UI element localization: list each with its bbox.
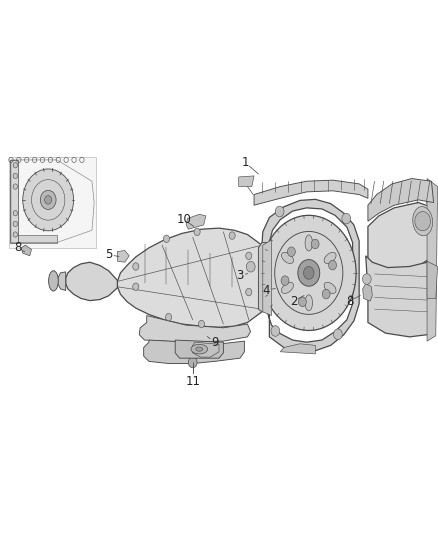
Text: 8: 8 <box>14 241 21 254</box>
Polygon shape <box>139 316 251 342</box>
Circle shape <box>287 247 295 256</box>
Polygon shape <box>186 214 206 229</box>
Text: 4: 4 <box>262 284 270 297</box>
Circle shape <box>166 313 172 321</box>
Circle shape <box>247 261 255 272</box>
Ellipse shape <box>324 252 336 263</box>
Circle shape <box>304 266 314 279</box>
Bar <box>9 157 96 248</box>
Ellipse shape <box>49 271 58 291</box>
Polygon shape <box>18 235 57 243</box>
Text: 9: 9 <box>211 336 219 349</box>
Polygon shape <box>21 245 32 256</box>
Circle shape <box>194 228 200 236</box>
Polygon shape <box>366 256 434 337</box>
Polygon shape <box>263 240 272 316</box>
Circle shape <box>322 289 330 299</box>
Circle shape <box>298 297 306 306</box>
Polygon shape <box>58 272 66 290</box>
Circle shape <box>415 212 431 231</box>
Text: 11: 11 <box>185 375 200 388</box>
Ellipse shape <box>196 347 203 351</box>
Text: 8: 8 <box>346 295 353 308</box>
Ellipse shape <box>191 344 208 354</box>
Circle shape <box>163 235 170 243</box>
Circle shape <box>13 221 18 227</box>
Circle shape <box>328 260 336 270</box>
Ellipse shape <box>413 207 433 236</box>
Polygon shape <box>66 262 117 301</box>
Polygon shape <box>144 340 244 364</box>
Polygon shape <box>427 261 438 298</box>
Circle shape <box>271 326 280 336</box>
Polygon shape <box>193 342 219 357</box>
Polygon shape <box>175 340 223 358</box>
Polygon shape <box>10 160 18 243</box>
Circle shape <box>45 196 52 204</box>
Ellipse shape <box>282 282 293 294</box>
Circle shape <box>133 263 139 270</box>
Circle shape <box>23 169 74 231</box>
Circle shape <box>342 213 350 224</box>
Circle shape <box>188 357 197 368</box>
Text: 1: 1 <box>241 156 249 169</box>
Circle shape <box>13 211 18 216</box>
Circle shape <box>40 190 56 209</box>
Polygon shape <box>258 243 269 312</box>
Text: 10: 10 <box>177 213 191 226</box>
Polygon shape <box>368 179 434 221</box>
Text: 2: 2 <box>290 295 297 308</box>
Ellipse shape <box>305 235 312 251</box>
Circle shape <box>334 329 342 340</box>
Polygon shape <box>427 179 438 341</box>
Text: 3: 3 <box>237 269 244 282</box>
Circle shape <box>198 320 205 328</box>
Circle shape <box>311 239 319 249</box>
Polygon shape <box>363 284 372 301</box>
Circle shape <box>298 260 320 286</box>
Circle shape <box>246 288 252 296</box>
Polygon shape <box>280 344 315 354</box>
Circle shape <box>246 252 252 260</box>
Ellipse shape <box>282 252 293 263</box>
Text: 5: 5 <box>105 248 112 261</box>
Ellipse shape <box>305 295 312 311</box>
Circle shape <box>281 276 289 286</box>
Polygon shape <box>117 228 262 327</box>
Polygon shape <box>368 203 434 285</box>
Circle shape <box>229 232 235 239</box>
Circle shape <box>13 173 18 179</box>
Polygon shape <box>262 199 359 352</box>
Polygon shape <box>117 251 129 262</box>
Circle shape <box>362 274 371 285</box>
Circle shape <box>261 215 356 330</box>
Ellipse shape <box>324 282 336 294</box>
Polygon shape <box>254 180 368 205</box>
Circle shape <box>133 283 139 290</box>
Circle shape <box>13 163 18 168</box>
Circle shape <box>13 184 18 189</box>
Circle shape <box>13 232 18 237</box>
Polygon shape <box>239 176 254 187</box>
Circle shape <box>275 206 284 217</box>
